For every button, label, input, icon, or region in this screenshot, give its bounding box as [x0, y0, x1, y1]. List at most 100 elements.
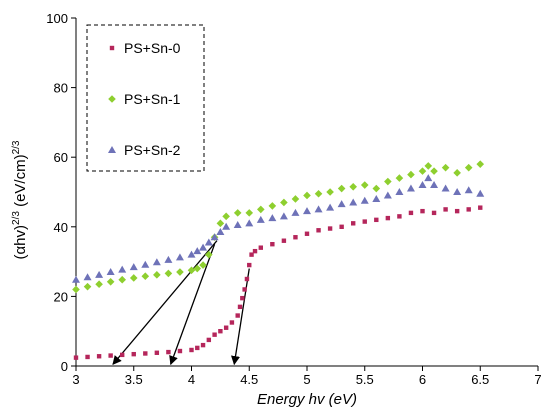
legend-marker	[109, 45, 115, 51]
data-point	[212, 332, 217, 337]
x-tick-label: 5.5	[356, 372, 374, 387]
data-point	[453, 169, 461, 177]
data-point	[351, 221, 356, 226]
data-point	[395, 174, 404, 182]
x-tick-label: 3	[72, 372, 79, 387]
data-point	[407, 170, 415, 179]
x-tick-label: 3.5	[125, 372, 143, 387]
data-point	[210, 233, 219, 241]
data-point	[383, 191, 392, 199]
y-tick-label: 60	[54, 150, 68, 165]
data-point	[206, 337, 212, 343]
data-point	[360, 196, 369, 204]
data-point	[218, 329, 223, 334]
data-point	[256, 215, 265, 223]
data-point	[424, 162, 433, 170]
data-point	[143, 351, 148, 356]
data-point	[424, 174, 433, 182]
data-point	[200, 342, 206, 348]
data-point	[443, 207, 448, 212]
data-point	[187, 250, 196, 258]
data-point	[430, 181, 439, 189]
data-point	[164, 269, 173, 278]
data-point	[195, 345, 200, 351]
legend-label: PS+Sn-2	[124, 142, 181, 158]
data-point	[187, 266, 196, 275]
data-point	[476, 160, 485, 168]
data-point	[372, 184, 381, 193]
data-point	[408, 210, 414, 216]
data-point	[237, 304, 243, 310]
data-point	[464, 186, 473, 194]
data-point	[235, 313, 240, 318]
data-point	[85, 354, 90, 360]
data-point	[233, 221, 242, 229]
data-point	[441, 184, 450, 192]
data-point	[229, 320, 235, 325]
data-point	[222, 212, 230, 221]
data-point	[244, 276, 250, 282]
x-tick-label: 4.5	[240, 372, 258, 387]
data-point	[453, 188, 462, 195]
data-point	[268, 202, 277, 210]
data-point	[129, 263, 138, 271]
data-point	[72, 275, 80, 283]
data-point	[129, 274, 138, 282]
data-point	[337, 200, 346, 208]
data-point	[326, 188, 334, 196]
data-point	[154, 350, 160, 355]
data-points	[72, 160, 485, 360]
data-point	[314, 205, 323, 213]
data-point	[252, 248, 258, 254]
data-point	[327, 226, 333, 231]
data-point	[258, 245, 263, 250]
legend-label: PS+Sn-0	[124, 40, 181, 56]
data-point	[291, 208, 300, 216]
data-point	[464, 163, 473, 172]
data-point	[395, 188, 404, 195]
data-point	[397, 214, 402, 219]
data-point	[270, 242, 275, 247]
data-point	[293, 235, 298, 240]
data-point	[233, 209, 242, 217]
data-point	[316, 228, 321, 233]
data-point	[466, 207, 471, 212]
data-point	[431, 210, 437, 216]
data-point	[189, 347, 194, 353]
legend-marker	[108, 146, 116, 153]
data-point	[83, 282, 92, 291]
data-point	[141, 260, 150, 268]
data-point	[303, 191, 311, 200]
data-point	[131, 351, 136, 357]
series-ps-sn-2	[72, 174, 485, 283]
data-point	[362, 219, 367, 224]
data-point	[326, 203, 335, 211]
y-tick-label: 0	[61, 359, 68, 374]
data-point	[257, 205, 265, 214]
data-point	[349, 182, 357, 191]
data-point	[118, 275, 126, 284]
data-point	[374, 217, 379, 223]
data-point	[177, 348, 183, 354]
data-point	[118, 265, 127, 273]
data-point	[441, 163, 450, 172]
data-point	[279, 212, 288, 220]
tangent-line	[169, 243, 216, 366]
data-point	[223, 325, 229, 330]
data-point	[430, 167, 438, 175]
x-tick-label: 6	[419, 372, 426, 387]
data-point	[193, 264, 202, 273]
series-ps-sn-0	[73, 205, 483, 360]
data-point	[176, 268, 184, 276]
data-point	[175, 253, 184, 261]
data-point	[242, 287, 247, 292]
x-tick-label: 7	[534, 372, 541, 387]
data-point	[454, 208, 460, 214]
data-point	[360, 181, 369, 189]
data-point	[303, 207, 311, 215]
data-point	[406, 184, 415, 192]
data-point	[95, 270, 104, 278]
data-point	[193, 247, 202, 255]
data-point	[240, 295, 245, 301]
